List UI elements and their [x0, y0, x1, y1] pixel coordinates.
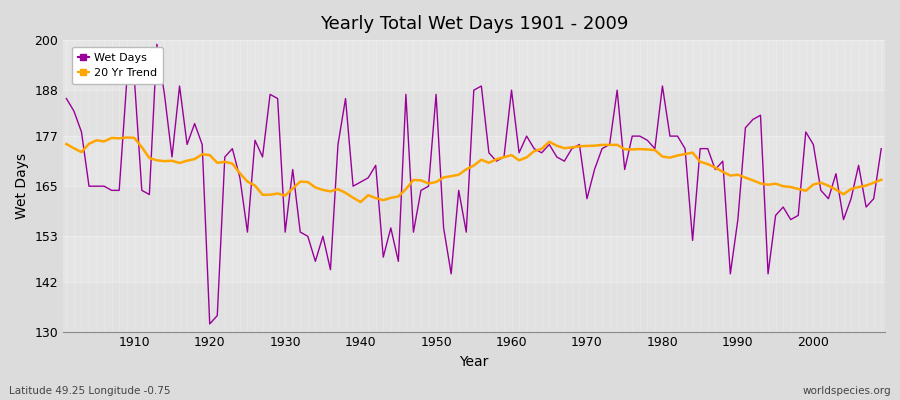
Bar — [63, 136, 885, 186]
Legend: Wet Days, 20 Yr Trend: Wet Days, 20 Yr Trend — [72, 47, 163, 84]
Y-axis label: Wet Days: Wet Days — [15, 153, 29, 219]
Bar — [63, 236, 885, 282]
Text: Latitude 49.25 Longitude -0.75: Latitude 49.25 Longitude -0.75 — [9, 386, 170, 396]
Title: Yearly Total Wet Days 1901 - 2009: Yearly Total Wet Days 1901 - 2009 — [320, 15, 628, 33]
X-axis label: Year: Year — [459, 355, 489, 369]
Bar — [63, 282, 885, 332]
Bar — [63, 40, 885, 90]
Bar — [63, 186, 885, 236]
Bar — [63, 90, 885, 136]
Text: worldspecies.org: worldspecies.org — [803, 386, 891, 396]
